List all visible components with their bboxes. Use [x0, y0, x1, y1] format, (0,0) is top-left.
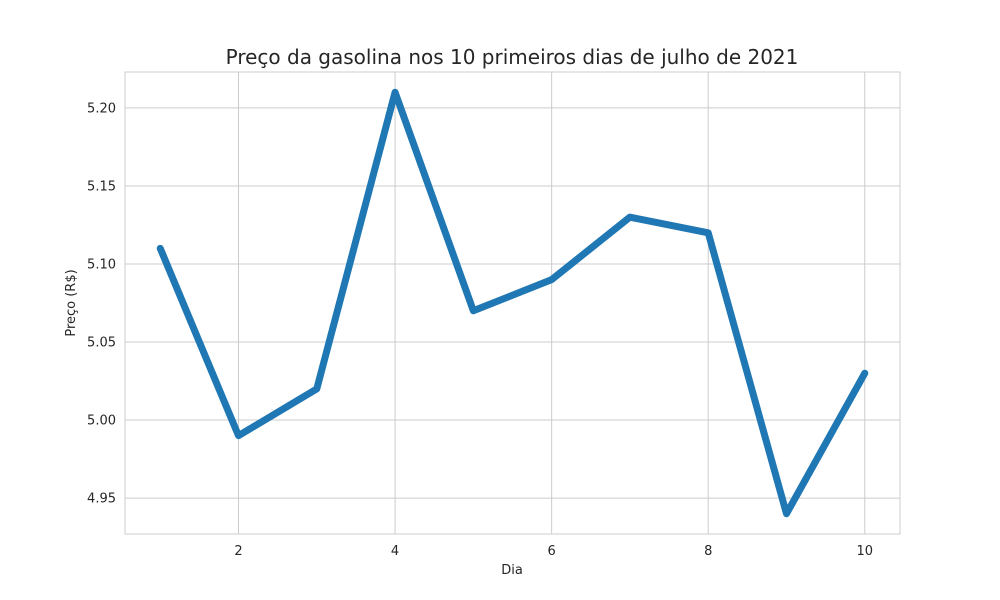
grid-lines [125, 72, 900, 534]
x-axis-label: Dia [501, 563, 523, 578]
series-line [156, 88, 869, 518]
x-tick-label: 10 [856, 544, 873, 559]
series-layer [156, 88, 869, 518]
x-tick-label: 4 [391, 544, 399, 559]
tick-labels: 2 4 6 8 10 4.95 5.00 5.05 5.10 5.15 5.20 [87, 101, 873, 559]
x-tick-label: 6 [548, 544, 556, 559]
y-tick-label: 4.95 [87, 492, 116, 507]
y-tick-label: 5.10 [87, 257, 116, 272]
y-tick-label: 5.20 [87, 101, 116, 116]
x-tick-label: 2 [234, 544, 242, 559]
y-tick-label: 5.15 [87, 179, 116, 194]
x-tick-label: 8 [704, 544, 712, 559]
y-tick-label: 5.00 [87, 414, 116, 429]
y-axis-label: Preço (R$) [64, 269, 79, 336]
y-tick-label: 5.05 [87, 336, 116, 351]
plot-area-frame [124, 71, 901, 535]
chart-title: Preço da gasolina nos 10 primeiros dias … [226, 45, 799, 69]
